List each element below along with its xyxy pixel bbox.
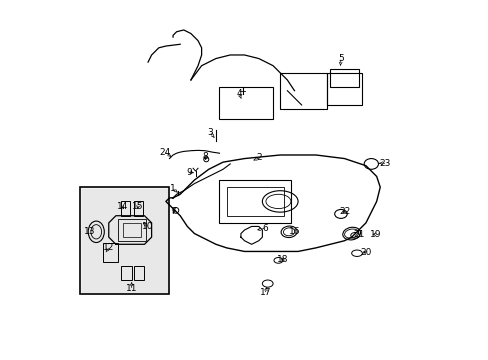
Text: 8: 8 <box>202 152 208 161</box>
Text: 6: 6 <box>262 224 267 233</box>
Text: 13: 13 <box>84 227 95 236</box>
Text: 20: 20 <box>360 248 371 257</box>
Bar <box>329 69 358 87</box>
Text: 24: 24 <box>159 148 170 157</box>
Text: 11: 11 <box>125 284 137 293</box>
Text: 5: 5 <box>337 54 343 63</box>
Text: 1: 1 <box>170 184 176 193</box>
Text: 18: 18 <box>277 255 288 264</box>
Text: 15: 15 <box>132 202 143 211</box>
Bar <box>123 223 141 237</box>
Bar <box>326 73 362 105</box>
Bar <box>82 189 167 293</box>
Bar <box>226 187 283 216</box>
Bar <box>134 266 144 280</box>
Bar <box>118 219 146 241</box>
Bar <box>134 202 142 216</box>
Bar <box>219 87 272 119</box>
Text: 16: 16 <box>288 226 300 235</box>
Bar <box>103 243 118 262</box>
Text: 23: 23 <box>378 159 390 168</box>
Text: 12: 12 <box>103 243 114 252</box>
Text: 22: 22 <box>339 207 350 216</box>
Bar <box>280 73 326 109</box>
Bar <box>121 202 130 216</box>
Text: 9: 9 <box>186 168 192 177</box>
Text: 7: 7 <box>170 207 176 216</box>
Text: 19: 19 <box>369 230 381 239</box>
Text: 2: 2 <box>255 153 261 162</box>
Bar <box>121 266 132 280</box>
Text: 17: 17 <box>259 288 270 297</box>
Text: 21: 21 <box>352 230 364 239</box>
Bar <box>219 180 290 223</box>
Bar <box>80 187 169 294</box>
Text: 10: 10 <box>142 222 154 231</box>
Text: 14: 14 <box>117 202 128 211</box>
Text: 3: 3 <box>207 129 213 138</box>
Text: 4: 4 <box>236 89 242 98</box>
